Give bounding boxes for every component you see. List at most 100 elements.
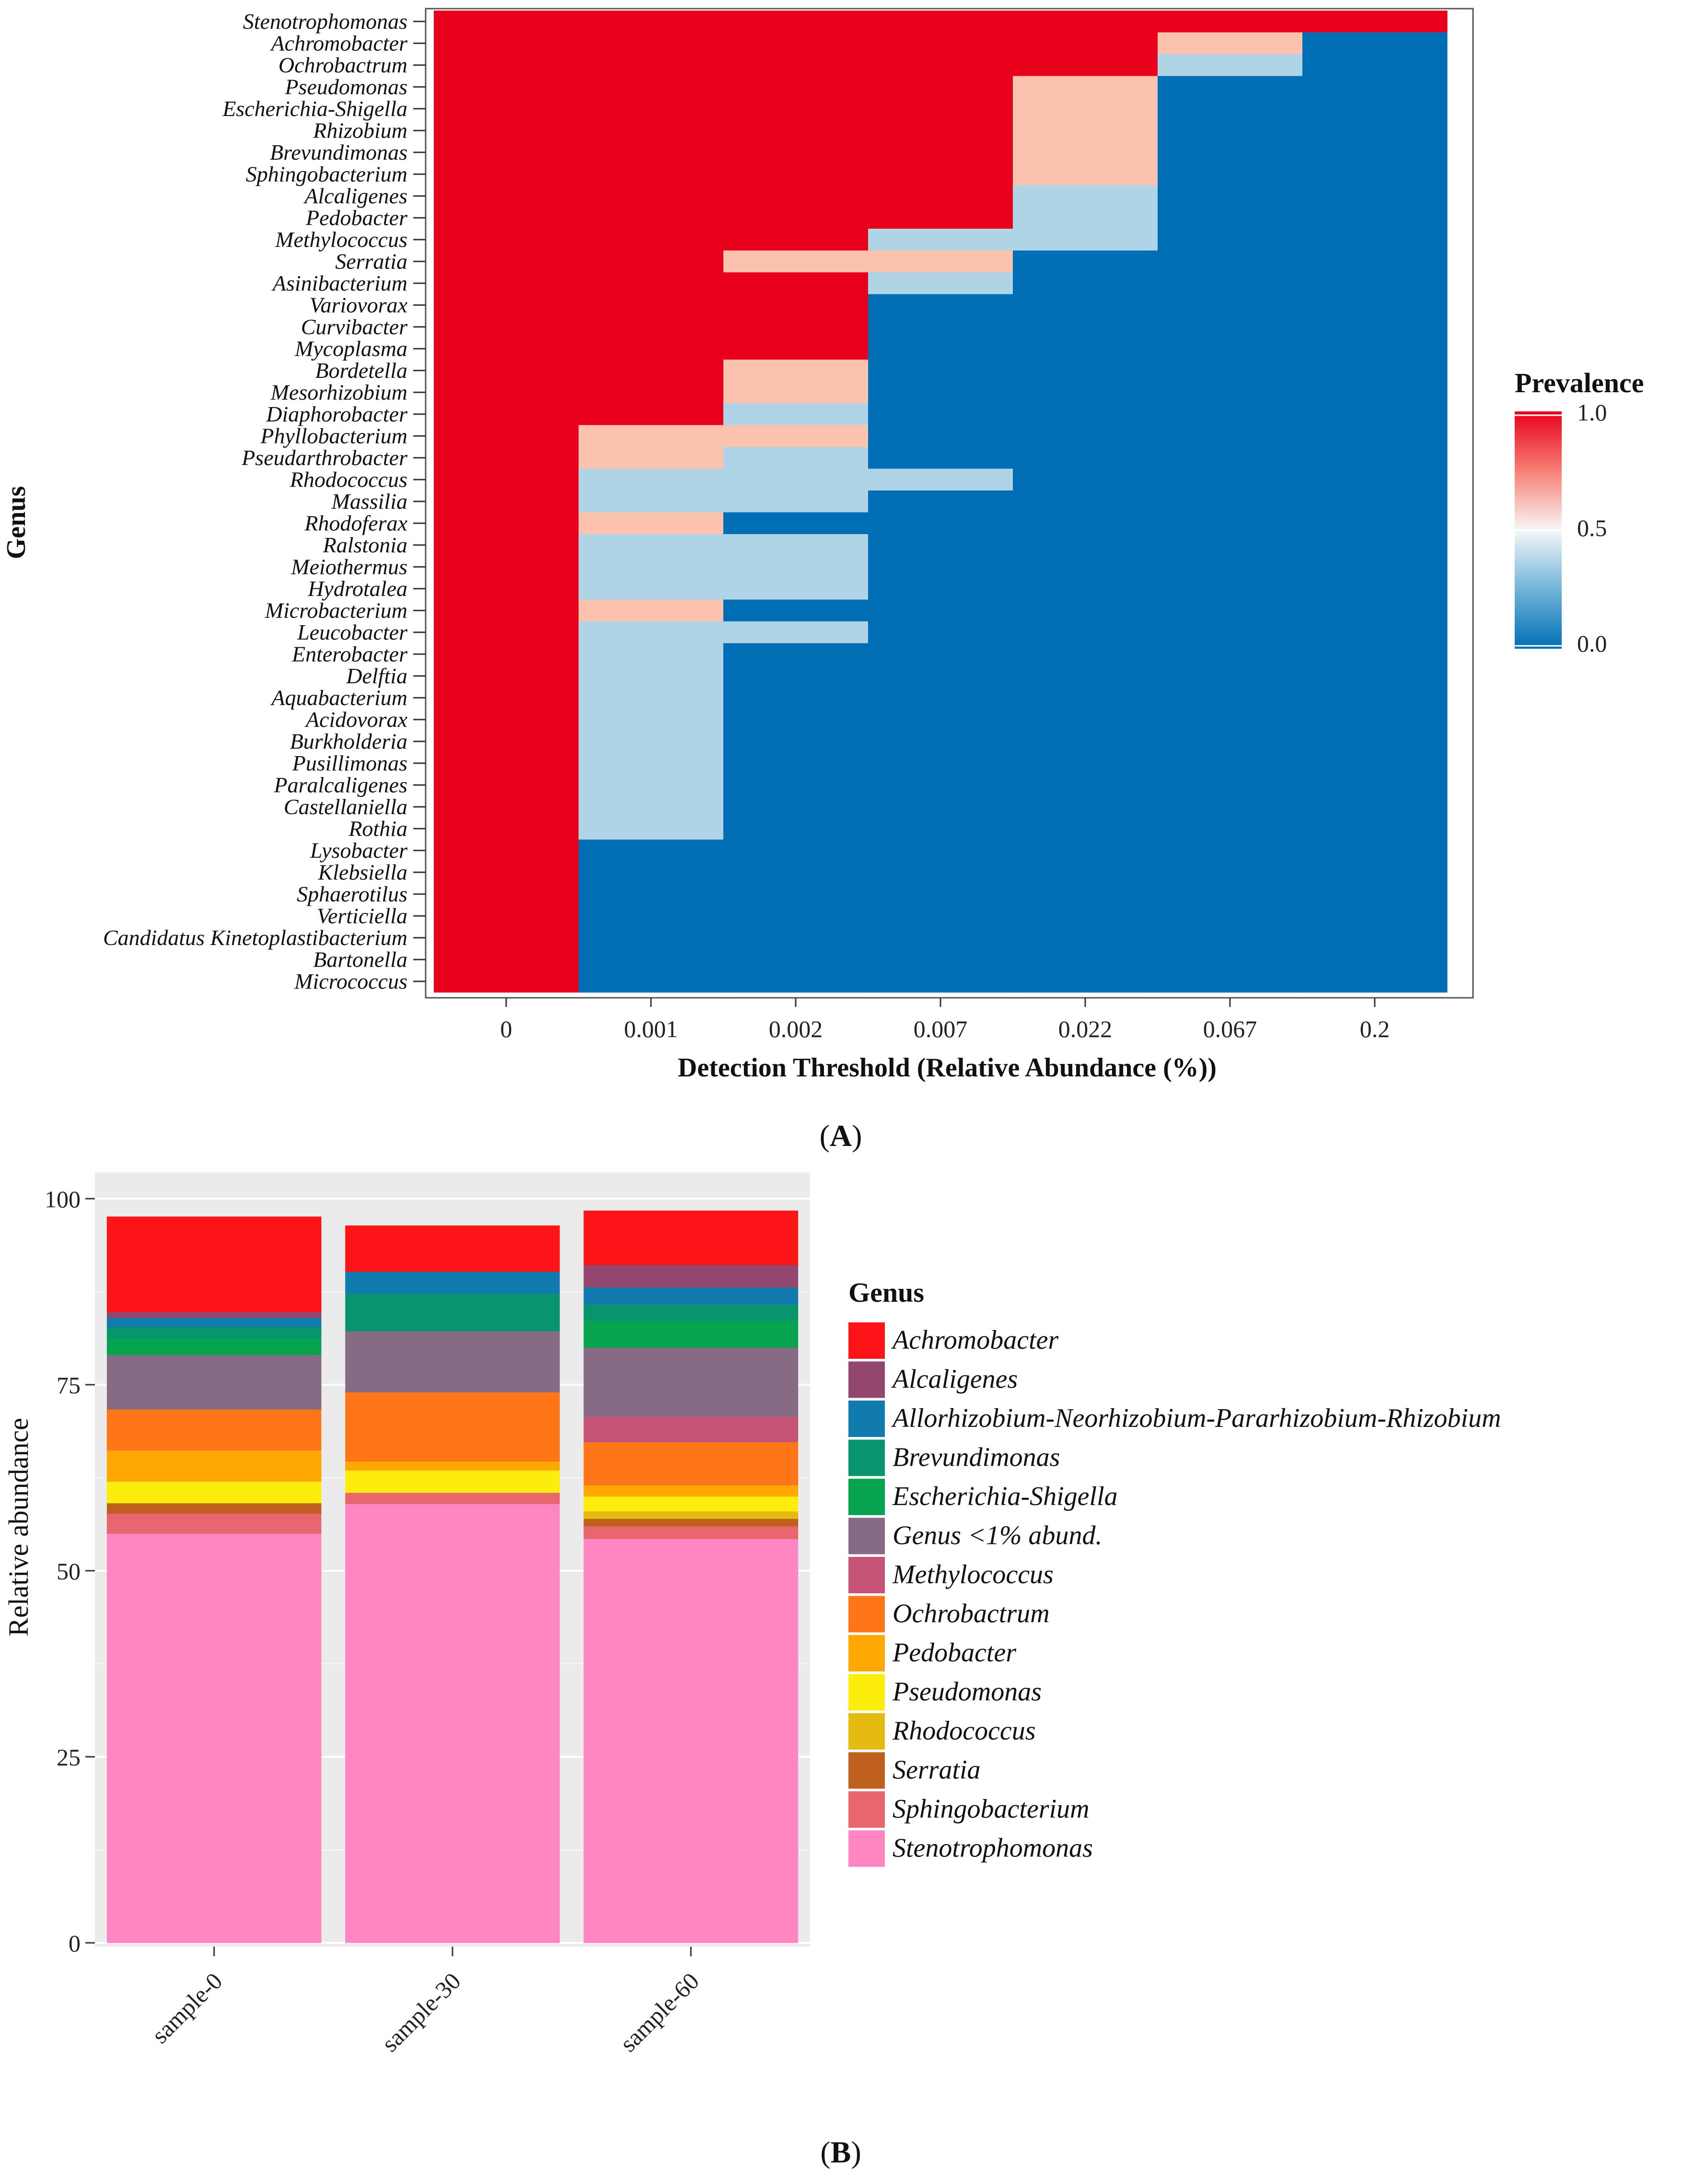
- bar-segment-sample-60-pseudomonas: [583, 1496, 799, 1512]
- heatmap-cell-delftia-0: [434, 665, 579, 688]
- heatmap-cell-klebsiella-0: [434, 861, 579, 884]
- heatmap-cell-hydrotalea-3: [868, 578, 1013, 600]
- heatmap-cell-micrococcus-5: [1158, 970, 1303, 993]
- heatmap-cell-leucobacter-2: [723, 621, 869, 644]
- heatmap-cell-rhizobium-4: [1013, 119, 1158, 142]
- genus-label-rhizobium: Rhizobium: [313, 118, 407, 142]
- heatmap-cell-escherichia-shigella-2: [723, 98, 869, 120]
- heatmap-cell-pusillimonas-3: [868, 752, 1013, 775]
- heatmap-cell-burkholderia-6: [1302, 730, 1448, 753]
- heatmap-cell-ralstonia-5: [1158, 534, 1303, 557]
- legend-label-ochrobactrum: Ochrobactrum: [893, 1599, 1050, 1629]
- bar-segment-sample-30-allorhizobium-neorhizobium-pararhizobium-rhizobium: [345, 1272, 560, 1295]
- heatmap-cell-sphaerotilus-5: [1158, 883, 1303, 906]
- heatmap-cell-rhizobium-3: [868, 119, 1013, 142]
- panel-b-label: (B): [820, 2135, 861, 2169]
- threshold-label-0-002: 0.002: [769, 1016, 823, 1042]
- heatmap-cell-aquabacterium-6: [1302, 687, 1448, 709]
- heatmap-x-axis-title: Detection Threshold (Relative Abundance …: [678, 1053, 1217, 1083]
- heatmap-cell-rhodococcus-5: [1158, 468, 1303, 491]
- genus-label-pedobacter: Pedobacter: [305, 205, 408, 230]
- legend-label-serratia: Serratia: [893, 1755, 981, 1785]
- heatmap-cell-achromobacter-6: [1302, 32, 1448, 55]
- heatmap-cell-ralstonia-6: [1302, 534, 1448, 557]
- heatmap-cell-mycoplasma-3: [868, 338, 1013, 360]
- heatmap-cell-methylococcus-4: [1013, 229, 1158, 251]
- heatmap-cell-mesorhizobium-2: [723, 381, 869, 404]
- bar-segment-sample-0-escherichia-shigella: [106, 1338, 322, 1355]
- heatmap-cell-bartonella-6: [1302, 948, 1448, 971]
- heatmap-cell-meiothermus-6: [1302, 556, 1448, 578]
- heatmap-cell-curvibacter-4: [1013, 316, 1158, 339]
- heatmap-cell-rhodococcus-6: [1302, 468, 1448, 491]
- legend-swatch-rhodococcus: [848, 1713, 885, 1750]
- heatmap-cell-achromobacter-1: [579, 32, 724, 55]
- genus-label-escherichia-shigella: Escherichia-Shigella: [222, 96, 407, 121]
- bar-segment-sample-60-sphingobacterium: [583, 1526, 799, 1539]
- genus-label-micrococcus: Micrococcus: [294, 969, 407, 993]
- heatmap-cell-bartonella-1: [579, 948, 724, 971]
- heatmap-cell-sphingobacterium-4: [1013, 163, 1158, 186]
- heatmap-cells: [434, 11, 1448, 993]
- heatmap-cell-candidatus-kinetoplastibacterium-3: [868, 927, 1013, 949]
- heatmap-cell-leucobacter-6: [1302, 621, 1448, 644]
- heatmap-cell-curvibacter-5: [1158, 316, 1303, 339]
- heatmap-cell-castellaniella-0: [434, 796, 579, 818]
- genus-label-variovorax: Variovorax: [310, 292, 408, 317]
- heatmap-cell-sphaerotilus-6: [1302, 883, 1448, 906]
- heatmap-cell-mycoplasma-1: [579, 338, 724, 360]
- heatmap-cell-asinibacterium-1: [579, 272, 724, 295]
- y-tick-label-0: 0: [69, 1930, 81, 1957]
- heatmap-cell-microbacterium-3: [868, 599, 1013, 622]
- heatmap-cell-meiothermus-5: [1158, 556, 1303, 578]
- heatmap-cell-sphingobacterium-6: [1302, 163, 1448, 186]
- heatmap-cell-mycoplasma-4: [1013, 338, 1158, 360]
- heatmap-cell-pedobacter-4: [1013, 207, 1158, 229]
- heatmap-cell-meiothermus-1: [579, 556, 724, 578]
- heatmap-cell-stenotrophomonas-2: [723, 11, 869, 33]
- heatmap-cell-paralcaligenes-3: [868, 774, 1013, 796]
- genus-label-pseudarthrobacter: Pseudarthrobacter: [241, 445, 408, 470]
- heatmap-cell-diaphorobacter-6: [1302, 403, 1448, 426]
- heatmap-cell-sphingobacterium-0: [434, 163, 579, 186]
- heatmap-cell-sphingobacterium-1: [579, 163, 724, 186]
- heatmap-cell-achromobacter-4: [1013, 32, 1158, 55]
- heatmap-cell-bordetella-3: [868, 360, 1013, 382]
- heatmap-cell-aquabacterium-1: [579, 687, 724, 709]
- heatmap-cell-hydrotalea-2: [723, 578, 869, 600]
- heatmap-cell-meiothermus-3: [868, 556, 1013, 578]
- heatmap-cell-klebsiella-2: [723, 861, 869, 884]
- heatmap-cell-candidatus-kinetoplastibacterium-5: [1158, 927, 1303, 949]
- heatmap-cell-pseudomonas-5: [1158, 76, 1303, 98]
- panel-b-stacked-bar: 0 25 50 75 100 sample-0 sample-30 sample-60 Re…: [3, 1172, 1501, 2169]
- heatmap-cell-massilia-1: [579, 491, 724, 513]
- heatmap-cell-achromobacter-5: [1158, 32, 1303, 55]
- heatmap-cell-burkholderia-3: [868, 730, 1013, 753]
- heatmap-cell-paralcaligenes-6: [1302, 774, 1448, 796]
- heatmap-cell-achromobacter-2: [723, 32, 869, 55]
- prevalence-tick-label-low: 0.0: [1577, 630, 1607, 657]
- heatmap-cell-rhodoferax-6: [1302, 512, 1448, 535]
- genus-label-sphaerotilus: Sphaerotilus: [297, 882, 407, 906]
- genus-label-delftia: Delftia: [346, 664, 407, 688]
- genus-label-ralstonia: Ralstonia: [323, 533, 407, 557]
- y-tick-label-50: 50: [57, 1558, 81, 1585]
- heatmap-cell-aquabacterium-5: [1158, 687, 1303, 709]
- heatmap-cell-stenotrophomonas-0: [434, 11, 579, 33]
- heatmap-cell-pedobacter-1: [579, 207, 724, 229]
- heatmap-cell-mesorhizobium-3: [868, 381, 1013, 404]
- genus-label-rhodococcus: Rhodococcus: [290, 467, 407, 491]
- heatmap-cell-rhodoferax-2: [723, 512, 869, 535]
- bar-segment-sample-30-ochrobactrum: [345, 1392, 560, 1462]
- heatmap-cell-serratia-6: [1302, 250, 1448, 273]
- heatmap-cell-pseudomonas-3: [868, 76, 1013, 98]
- heatmap-cell-burkholderia-2: [723, 730, 869, 753]
- heatmap-cell-sphaerotilus-2: [723, 883, 869, 906]
- heatmap-cell-brevundimonas-1: [579, 141, 724, 164]
- genus-label-asinibacterium: Asinibacterium: [271, 271, 407, 295]
- heatmap-cell-escherichia-shigella-4: [1013, 98, 1158, 120]
- heatmap-cell-alcaligenes-2: [723, 185, 869, 208]
- genus-label-ochrobactrum: Ochrobactrum: [278, 53, 407, 77]
- heatmap-cell-pedobacter-0: [434, 207, 579, 229]
- legend-swatch-genus-1-abund: [848, 1518, 885, 1554]
